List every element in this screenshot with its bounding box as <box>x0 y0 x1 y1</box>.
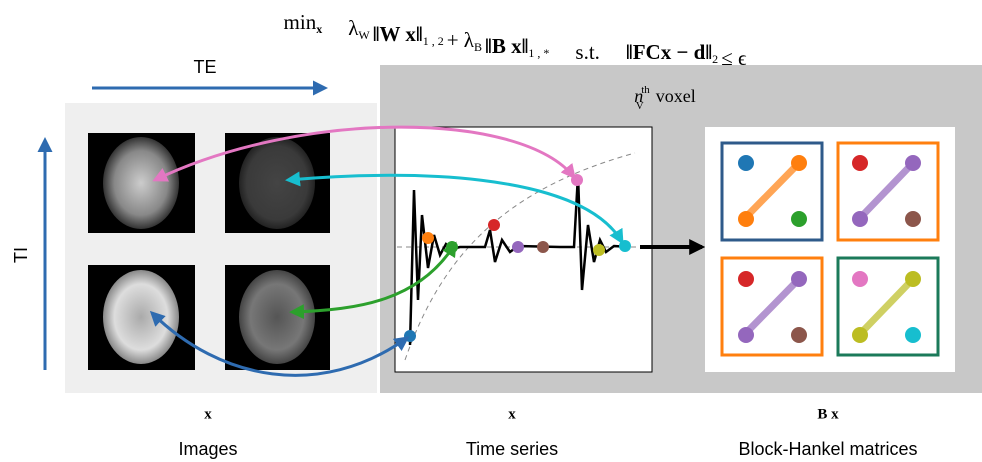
equation-term: + λ <box>447 28 475 52</box>
panel-caption: Time series <box>466 439 558 459</box>
panel-symbol: B x <box>817 406 839 422</box>
voxel-sub: V <box>636 100 644 112</box>
time-series-box <box>395 127 652 372</box>
equation-term: s.t. <box>575 40 600 64</box>
panel-symbol: x <box>204 406 212 422</box>
equation-subscript: W <box>358 28 370 42</box>
equation-subscript: B <box>474 40 482 54</box>
diagram: minxλW‖W x‖1 , 2+ λB‖B x‖1 , *s.t.‖FCx −… <box>0 0 982 462</box>
equation-subscript: 1 , 2 <box>423 34 444 48</box>
equation-subscript: 2 <box>712 52 718 66</box>
te-label: TE <box>193 57 216 77</box>
panel-caption: Images <box>178 439 237 459</box>
equation-subscript: 1 , * <box>528 46 549 60</box>
voxel-sup: th <box>641 84 650 96</box>
equation-term: ‖W x‖ <box>373 22 423 46</box>
equation-subscript: x <box>316 22 322 36</box>
equation-term: ‖B x‖ <box>485 34 528 58</box>
panel-symbol: x <box>508 406 516 422</box>
equation-term: ‖FCx − d‖ <box>626 40 712 64</box>
ti-label: TI <box>11 247 31 263</box>
equation-term: min <box>284 10 317 34</box>
page: {"equation": [ {"text": "min", "sub": "x… <box>0 0 982 462</box>
panel-caption: Block-Hankel matrices <box>738 439 917 459</box>
voxel-text: voxel <box>656 86 696 106</box>
